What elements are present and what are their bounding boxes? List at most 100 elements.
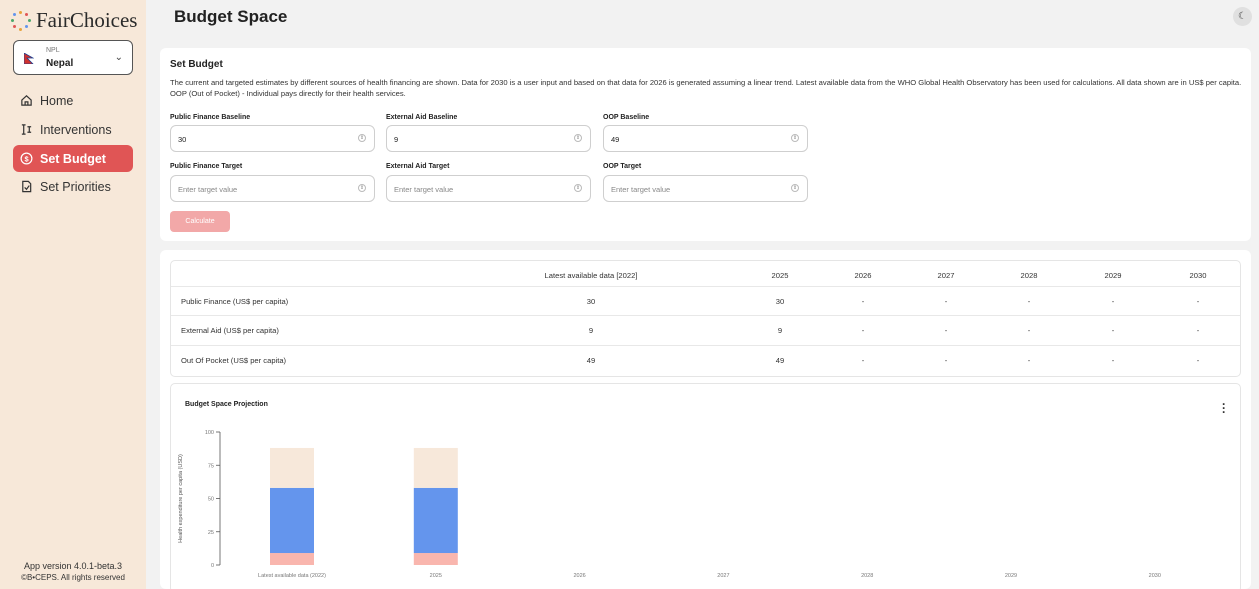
nav-item-set-budget[interactable]: $ Set Budget — [13, 145, 133, 172]
table-row: Out Of Pocket (US$ per capita) 49 49 - -… — [171, 345, 1240, 374]
home-icon — [21, 95, 32, 106]
theme-toggle-button[interactable]: ☾ — [1233, 7, 1252, 26]
table-cell: - — [861, 326, 865, 335]
column-header: Latest available data [2022] — [544, 271, 638, 280]
input-placeholder: Enter target value — [611, 185, 671, 194]
table-cell: 30 — [586, 297, 596, 306]
public-finance-baseline-label: Public Finance Baseline — [170, 114, 251, 121]
y-tick-label: 25 — [208, 530, 214, 536]
public-finance-target-input[interactable]: Enter target value ⇕ — [170, 175, 375, 202]
table-cell: - — [1111, 326, 1115, 335]
page-title: Budget Space — [174, 7, 288, 26]
table-cell: 9 — [777, 326, 783, 335]
table-cell: - — [1027, 356, 1031, 365]
sidebar: FairChoices NPL Nepal ⌄ Home Interventio… — [0, 0, 146, 589]
budget-projection-chart: 0 25 50 75 100 Health expenditure per capita … — [178, 430, 1161, 579]
nav-label: Interventions — [40, 122, 112, 137]
x-tick-label: 2026 — [573, 573, 585, 579]
external-aid-target-label: External Aid Target — [386, 163, 450, 170]
table-cell: - — [944, 356, 948, 365]
budget-results-section: Latest available data [2022] 2025 2026 2… — [160, 250, 1251, 589]
stepper-icon[interactable]: ⇕ — [791, 134, 799, 142]
oop-baseline-input[interactable]: 49 ⇕ — [603, 125, 808, 152]
column-header: 2028 — [1020, 271, 1038, 280]
column-header: 2030 — [1189, 271, 1207, 280]
table-cell: - — [861, 297, 865, 306]
logo-dots-icon — [10, 10, 32, 32]
input-placeholder: Enter target value — [178, 185, 238, 194]
nav-label: Home — [40, 93, 74, 108]
row-label: External Aid (US$ per capita) — [181, 326, 279, 335]
table-cell: - — [1027, 326, 1031, 335]
oop-target-input[interactable]: Enter target value ⇕ — [603, 175, 808, 202]
stepper-icon[interactable]: ⇕ — [574, 134, 582, 142]
input-value: 30 — [178, 135, 187, 144]
stepper-icon[interactable]: ⇕ — [358, 184, 366, 192]
set-budget-description: The current and targeted estimates by di… — [170, 78, 1242, 98]
chart-title: Budget Space Projection — [185, 401, 268, 408]
external-aid-target-input[interactable]: Enter target value ⇕ — [386, 175, 591, 202]
app-version: App version 4.0.1-beta.3 — [23, 561, 123, 571]
table-cell: - — [944, 297, 948, 306]
top-bar: Budget Space ☾ — [146, 0, 1259, 36]
svg-text:$: $ — [24, 154, 29, 163]
country-select[interactable]: NPL Nepal ⌄ — [13, 40, 133, 75]
document-icon — [22, 180, 32, 193]
table-cell: - — [1196, 297, 1200, 306]
nav-item-home[interactable]: Home — [13, 87, 133, 114]
y-tick-label: 75 — [208, 463, 214, 469]
row-label: Public Finance (US$ per capita) — [181, 297, 289, 306]
x-tick-label: 2030 — [1149, 573, 1161, 579]
y-tick-label: 100 — [205, 430, 214, 436]
nav-item-set-priorities[interactable]: Set Priorities — [13, 173, 133, 200]
nav-item-interventions[interactable]: Interventions — [13, 116, 133, 143]
bar-segment — [270, 447, 314, 488]
oop-target-label: OOP Target — [603, 163, 642, 170]
bar-segment — [270, 553, 314, 565]
interventions-icon — [21, 124, 32, 135]
table-cell: - — [861, 356, 865, 365]
set-budget-title: Set Budget — [170, 59, 223, 70]
external-aid-baseline-label: External Aid Baseline — [386, 114, 458, 121]
y-axis-label: Health expenditure per capita (USD) — [178, 454, 184, 543]
logo[interactable]: FairChoices — [10, 8, 137, 33]
table-row: External Aid (US$ per capita) 9 9 - - - … — [171, 315, 1240, 344]
column-header: 2029 — [1104, 271, 1122, 280]
chevron-down-icon: ⌄ — [114, 52, 123, 63]
country-name: Nepal — [46, 58, 74, 69]
budget-table: Latest available data [2022] 2025 2026 2… — [170, 260, 1241, 377]
table-cell: - — [1111, 356, 1115, 365]
bar-segment — [413, 553, 458, 565]
stepper-icon[interactable]: ⇕ — [358, 134, 366, 142]
input-value: 49 — [611, 135, 620, 144]
table-header-row: Latest available data [2022] 2025 2026 2… — [171, 261, 1240, 290]
nav-label: Set Budget — [40, 151, 106, 166]
table-cell: 49 — [775, 356, 785, 365]
table-cell: - — [1027, 297, 1031, 306]
table-row: Public Finance (US$ per capita) 30 30 - … — [171, 286, 1240, 315]
bar-segment — [413, 487, 458, 554]
table-cell: - — [1196, 356, 1200, 365]
table-cell: 30 — [775, 297, 785, 306]
oop-baseline-label: OOP Baseline — [603, 114, 650, 121]
x-tick-label: 2025 — [430, 573, 442, 579]
stepper-icon[interactable]: ⇕ — [574, 184, 582, 192]
external-aid-baseline-input[interactable]: 9 ⇕ — [386, 125, 591, 152]
table-cell: - — [1196, 326, 1200, 335]
more-options-icon[interactable]: · · · — [1222, 397, 1226, 419]
column-header: 2026 — [854, 271, 872, 280]
y-tick-label: 50 — [208, 497, 214, 503]
x-tick-label: 2029 — [1005, 573, 1017, 579]
dollar-circle-icon: $ — [20, 152, 33, 165]
public-finance-baseline-input[interactable]: 30 ⇕ — [170, 125, 375, 152]
copyright: ©B•CEPS. All rights reserved — [21, 573, 125, 582]
table-cell: 9 — [588, 326, 594, 335]
calculate-button[interactable]: Calculate — [170, 211, 230, 232]
set-budget-card: Set Budget The current and targeted esti… — [160, 48, 1251, 241]
budget-chart-card: Budget Space Projection · · · 0 25 50 75 100 He… — [170, 383, 1241, 589]
table-cell: - — [944, 326, 948, 335]
column-header: 2025 — [771, 271, 789, 280]
y-tick-label: 0 — [211, 563, 214, 569]
bar-segment — [270, 487, 314, 554]
stepper-icon[interactable]: ⇕ — [791, 184, 799, 192]
